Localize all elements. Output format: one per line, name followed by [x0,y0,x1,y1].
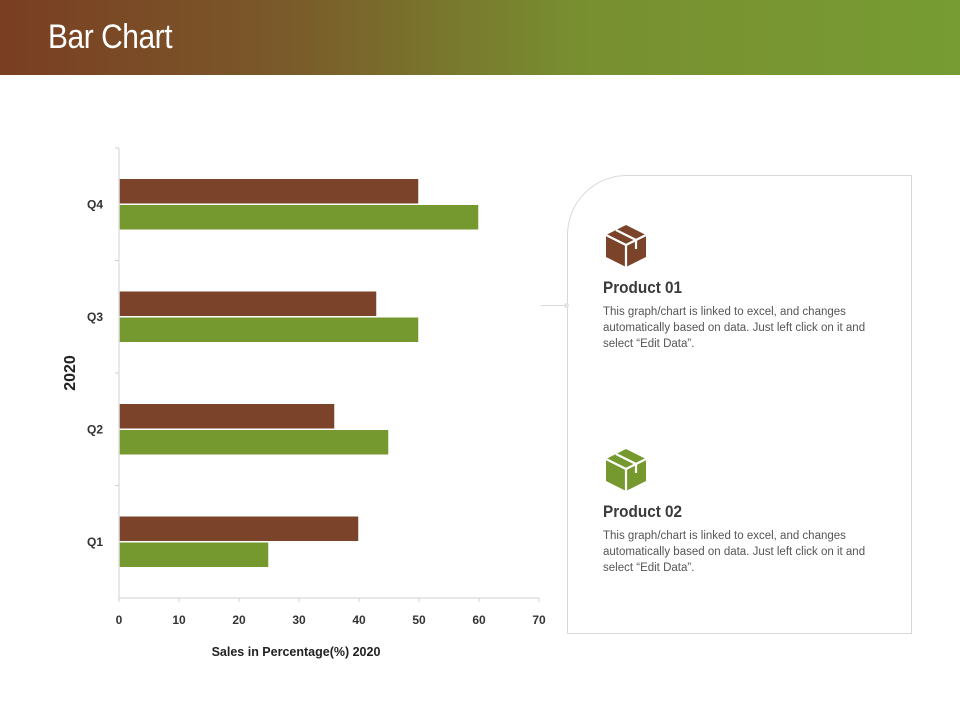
bar-q1-series-1 [118,515,360,543]
x-tick-label: 60 [472,613,486,627]
x-tick-label: 30 [292,613,306,627]
x-tick-label: 20 [232,613,246,627]
product-title: Product 01 [603,278,683,297]
bar-q4-series-2 [118,203,480,231]
x-tick-label: 0 [116,613,123,627]
product-title: Product 02 [603,502,683,521]
connector-line [541,305,568,306]
product-description: This graph/chart is linked to excel, and… [603,306,866,350]
y-tick-label: Q3 [87,310,103,324]
connector-dot [564,303,569,308]
bar-q3-series-2 [118,316,420,344]
x-tick-label: 50 [412,613,426,627]
product-description: This graph/chart is linked to excel, and… [603,530,866,574]
header-banner: Bar Chart [0,0,960,75]
bar-q2-series-1 [118,402,336,430]
x-tick-label: 40 [352,613,366,627]
bars-group [118,177,480,569]
x-tick-label: 10 [172,613,186,627]
bar-chart: Q1 Q2 Q3 Q4 0 10 20 30 40 50 60 70 Sales in Percen… [62,147,546,659]
x-tick-label: 70 [532,613,546,627]
y-ticks-group: Q1 Q2 Q3 Q4 [87,147,119,549]
box-icon [605,449,647,491]
y-tick-label: Q1 [87,535,103,549]
x-axis-title: Sales in Percentage(%) 2020 [212,645,381,659]
bar-q1-series-2 [118,541,270,569]
y-tick-label: Q2 [87,422,103,436]
y-tick-label: Q4 [87,197,103,211]
y-axis-title: 2020 [62,355,79,391]
x-ticks-group: 0 10 20 30 40 50 60 70 [116,598,546,627]
bar-q3-series-1 [118,290,378,318]
product-01: Product 01 This graph/chart is linked to… [603,222,903,352]
product-02: Product 02 This graph/chart is linked to… [603,446,903,576]
bar-q4-series-1 [118,177,420,205]
bar-q2-series-2 [118,428,390,456]
page-title: Bar Chart [48,18,173,56]
box-icon [605,225,647,267]
